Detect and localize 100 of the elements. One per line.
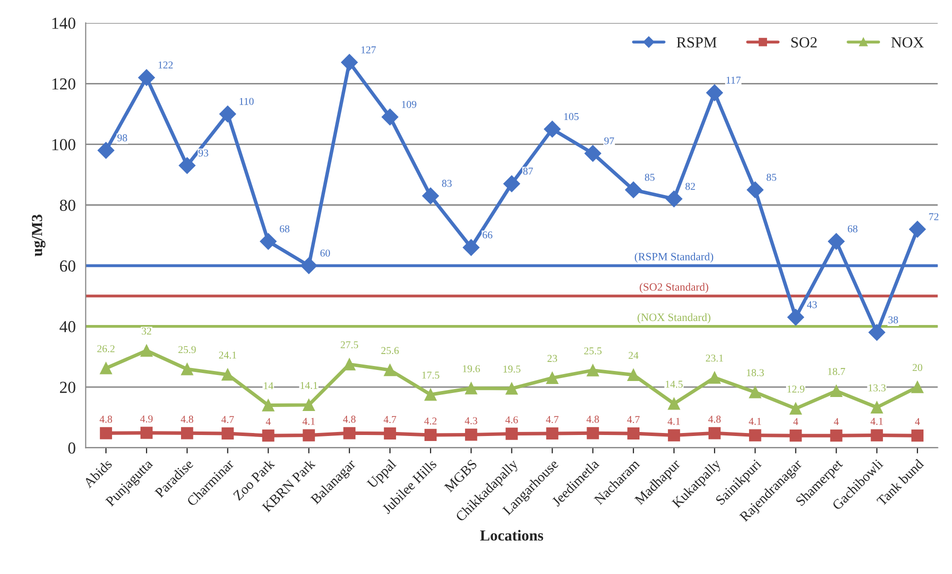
point [546, 427, 558, 440]
point [140, 426, 153, 439]
data-label: 4.2 [424, 418, 436, 425]
data-label: 4.6 [505, 416, 518, 424]
legend-label: RSPM [676, 37, 717, 48]
point [262, 399, 274, 412]
data-label: 4.1 [302, 418, 315, 425]
point [706, 84, 723, 102]
data-label: 122 [158, 62, 173, 68]
data-label: 12.9 [788, 386, 804, 393]
data-label: 110 [240, 98, 254, 105]
data-label: 4.9 [140, 415, 153, 422]
data-label: 4.3 [464, 417, 478, 424]
data-label: 105 [564, 113, 579, 120]
data-label: 4.7 [221, 416, 234, 424]
point [506, 428, 518, 440]
point [584, 145, 602, 162]
point [462, 239, 480, 256]
data-label: 4.7 [627, 416, 640, 424]
point [708, 372, 721, 384]
y-tick-label: 120 [52, 78, 76, 90]
point [260, 233, 277, 250]
point [384, 364, 396, 376]
y-tick-label: 140 [52, 18, 76, 29]
data-label: 4.8 [586, 416, 599, 423]
data-label: 20 [912, 364, 922, 372]
data-label: 14.5 [666, 380, 683, 388]
point [382, 108, 398, 126]
point [341, 54, 358, 71]
point [911, 380, 924, 394]
point [911, 430, 924, 442]
data-label: 109 [402, 100, 416, 108]
point [830, 430, 842, 442]
point [790, 430, 802, 442]
data-label: 25.6 [381, 347, 399, 354]
ref-line-label: (NOX Standard) [638, 313, 710, 324]
data-label: 23 [548, 354, 558, 362]
point [749, 386, 762, 398]
point [422, 188, 439, 204]
data-label: 127 [361, 46, 376, 54]
point [222, 368, 234, 381]
data-label: 4.7 [546, 416, 558, 424]
point [424, 428, 437, 442]
point [666, 190, 682, 208]
point [625, 181, 642, 198]
data-label: 4.8 [180, 416, 194, 423]
data-label: 4 [793, 418, 798, 426]
data-label: 43 [807, 301, 817, 308]
point [668, 429, 680, 442]
data-label: 4 [266, 418, 271, 426]
data-label: 93 [198, 149, 208, 156]
point [749, 429, 762, 442]
y-tick-label: 40 [60, 321, 76, 332]
legend-label: NOX [891, 37, 924, 48]
data-label: 68 [280, 225, 290, 232]
data-label: 13.3 [868, 384, 886, 392]
point [302, 429, 315, 442]
data-label: 14.1 [300, 382, 318, 389]
data-label: 60 [320, 250, 330, 257]
data-label: 72 [929, 213, 938, 220]
point [219, 106, 236, 122]
data-label: 66 [482, 231, 492, 238]
point [627, 368, 640, 381]
data-label: 68 [848, 225, 858, 232]
data-label: 26.2 [97, 345, 115, 352]
data-label: 25.9 [178, 346, 196, 354]
data-label: 97 [604, 137, 614, 144]
y-axis-title: ug/M3 [32, 214, 46, 256]
data-label: 4.8 [343, 416, 356, 423]
point [627, 427, 640, 440]
point [868, 324, 886, 341]
data-label: 38 [888, 316, 898, 324]
data-label: 4.1 [668, 418, 680, 425]
data-label: 24 [628, 352, 638, 359]
data-label: 14 [264, 382, 274, 390]
point [830, 384, 842, 398]
point [787, 308, 804, 326]
point [178, 157, 196, 174]
point [140, 344, 153, 357]
point [503, 175, 520, 192]
data-label: 4.1 [748, 418, 762, 425]
data-label: 27.5 [340, 341, 358, 348]
point [424, 388, 437, 401]
data-label: 82 [686, 182, 695, 190]
legend-label: SO2 [791, 37, 817, 48]
point [828, 233, 845, 250]
data-label: 85 [644, 174, 655, 181]
point [668, 398, 680, 410]
point [138, 69, 155, 86]
point [790, 402, 802, 415]
data-label: 19.5 [504, 366, 520, 373]
point [586, 427, 599, 440]
data-label: 83 [442, 180, 452, 187]
ref-line-label: (RSPM Standard) [634, 252, 714, 263]
data-label: 32 [142, 328, 152, 335]
point [465, 382, 478, 394]
point [222, 427, 234, 440]
y-tick-label: 60 [60, 260, 76, 272]
data-label: 19.6 [462, 365, 480, 372]
point [586, 364, 599, 376]
